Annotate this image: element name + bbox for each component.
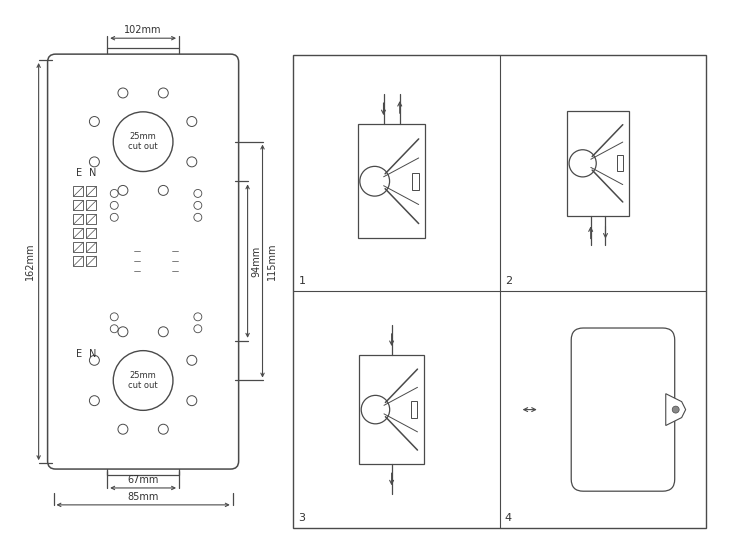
Bar [86, 187, 96, 196]
Text: 25mm
cut out: 25mm cut out [129, 132, 158, 151]
Bar [73, 200, 83, 210]
Text: N: N [88, 168, 96, 178]
Bar [107, 48, 179, 62]
Bar [359, 355, 424, 465]
FancyBboxPatch shape [48, 54, 238, 469]
Text: 1: 1 [298, 277, 306, 286]
Text: 2: 2 [505, 277, 512, 286]
Bar [616, 155, 623, 171]
Bar [118, 193, 194, 329]
Bar [106, 182, 206, 340]
FancyBboxPatch shape [571, 328, 675, 491]
Bar [140, 226, 172, 296]
Polygon shape [666, 394, 686, 425]
Text: 94mm: 94mm [251, 245, 262, 277]
Text: 3: 3 [298, 513, 306, 523]
Text: 102mm: 102mm [124, 25, 162, 35]
Circle shape [673, 406, 679, 413]
Bar [86, 242, 96, 252]
Text: 115mm: 115mm [267, 243, 276, 280]
Bar [86, 200, 96, 210]
Bar [412, 173, 419, 190]
Bar [86, 228, 96, 238]
Bar [86, 256, 96, 266]
Bar [73, 187, 83, 196]
Text: N: N [88, 349, 96, 359]
Bar [73, 228, 83, 238]
Bar [357, 124, 425, 239]
Bar [567, 111, 629, 216]
Bar [107, 461, 179, 475]
Text: 25mm
cut out: 25mm cut out [129, 371, 158, 390]
Text: 4: 4 [505, 513, 512, 523]
Text: 85mm: 85mm [127, 492, 159, 502]
Bar [73, 214, 83, 224]
Bar [411, 401, 417, 418]
Text: E: E [76, 168, 83, 178]
Text: 67mm: 67mm [127, 475, 159, 485]
Bar [293, 55, 706, 528]
Bar [86, 214, 96, 224]
Text: E: E [76, 349, 83, 359]
Bar [73, 242, 83, 252]
Bar [73, 256, 83, 266]
Text: 162mm: 162mm [25, 243, 34, 281]
